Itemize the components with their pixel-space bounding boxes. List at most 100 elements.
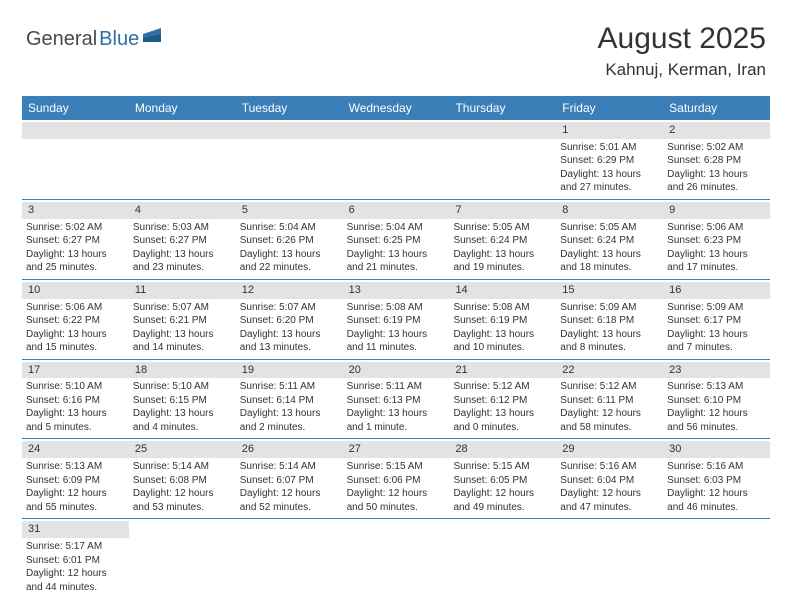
sunset-line: Sunset: 6:17 PM [667,314,766,328]
day-cell: 18Sunrise: 5:10 AMSunset: 6:15 PMDayligh… [129,360,236,439]
sunset-line: Sunset: 6:05 PM [453,474,552,488]
day-cell: 2Sunrise: 5:02 AMSunset: 6:28 PMDaylight… [663,120,770,199]
day-number: 29 [559,442,574,457]
day-number: 7 [452,203,461,218]
sunset-line: Sunset: 6:01 PM [26,554,125,568]
day-number: 3 [25,203,34,218]
day-number-bar: 23 [663,362,770,379]
sunrise-line: Sunrise: 5:03 AM [133,221,232,235]
dow-cell: Saturday [663,96,770,120]
day-number: 6 [346,203,355,218]
sunset-line: Sunset: 6:21 PM [133,314,232,328]
day-number-bar: 4 [129,202,236,219]
empty-cell [236,519,343,598]
logo-text-dark: General [26,28,97,51]
empty-cell [663,519,770,598]
day-number-bar: 26 [236,441,343,458]
daylight-line: Daylight: 13 hours and 11 minutes. [347,328,446,355]
day-number-bar: 5 [236,202,343,219]
day-number-bar: 29 [556,441,663,458]
day-number-bar: 9 [663,202,770,219]
day-cell: 7Sunrise: 5:05 AMSunset: 6:24 PMDaylight… [449,200,556,279]
day-number-bar: 25 [129,441,236,458]
day-number-bar: 24 [22,441,129,458]
week-row: 31Sunrise: 5:17 AMSunset: 6:01 PMDayligh… [22,519,770,598]
daylight-line: Daylight: 13 hours and 17 minutes. [667,248,766,275]
sunrise-line: Sunrise: 5:05 AM [453,221,552,235]
day-cell: 13Sunrise: 5:08 AMSunset: 6:19 PMDayligh… [343,280,450,359]
day-number: 13 [346,283,361,298]
day-number-bar: 2 [663,122,770,139]
sunset-line: Sunset: 6:14 PM [240,394,339,408]
day-cell: 6Sunrise: 5:04 AMSunset: 6:25 PMDaylight… [343,200,450,279]
day-cell: 22Sunrise: 5:12 AMSunset: 6:11 PMDayligh… [556,360,663,439]
sunrise-line: Sunrise: 5:12 AM [560,380,659,394]
daylight-line: Daylight: 12 hours and 52 minutes. [240,487,339,514]
sunrise-line: Sunrise: 5:06 AM [667,221,766,235]
day-number: 28 [452,442,467,457]
day-number-bar: 16 [663,282,770,299]
month-title: August 2025 [598,22,766,56]
empty-cell [129,519,236,598]
day-number: 10 [25,283,40,298]
sunset-line: Sunset: 6:29 PM [560,154,659,168]
daylight-line: Daylight: 12 hours and 49 minutes. [453,487,552,514]
day-cell: 27Sunrise: 5:15 AMSunset: 6:06 PMDayligh… [343,439,450,518]
day-number: 11 [132,283,146,298]
sunset-line: Sunset: 6:27 PM [133,234,232,248]
daylight-line: Daylight: 13 hours and 10 minutes. [453,328,552,355]
sunset-line: Sunset: 6:11 PM [560,394,659,408]
sunrise-line: Sunrise: 5:07 AM [240,301,339,315]
weeks-container: 1Sunrise: 5:01 AMSunset: 6:29 PMDaylight… [22,120,770,598]
day-number-bar: 20 [343,362,450,379]
day-number-bar: 14 [449,282,556,299]
empty-cell [343,120,450,199]
day-number: 22 [559,363,574,378]
sunrise-line: Sunrise: 5:09 AM [667,301,766,315]
day-number: 9 [666,203,675,218]
header: General Blue August 2025 Kahnuj, Kerman,… [0,0,792,90]
daylight-line: Daylight: 13 hours and 23 minutes. [133,248,232,275]
sunset-line: Sunset: 6:24 PM [560,234,659,248]
sunset-line: Sunset: 6:19 PM [453,314,552,328]
daylight-line: Daylight: 12 hours and 47 minutes. [560,487,659,514]
sunset-line: Sunset: 6:06 PM [347,474,446,488]
week-row: 24Sunrise: 5:13 AMSunset: 6:09 PMDayligh… [22,439,770,519]
day-number-bar [449,122,556,139]
sunrise-line: Sunrise: 5:11 AM [347,380,446,394]
daylight-line: Daylight: 13 hours and 1 minute. [347,407,446,434]
day-number: 24 [25,442,40,457]
day-cell: 24Sunrise: 5:13 AMSunset: 6:09 PMDayligh… [22,439,129,518]
day-number: 4 [132,203,141,218]
sunrise-line: Sunrise: 5:08 AM [453,301,552,315]
sunrise-line: Sunrise: 5:05 AM [560,221,659,235]
sunset-line: Sunset: 6:15 PM [133,394,232,408]
day-number-bar: 17 [22,362,129,379]
day-number-bar: 27 [343,441,450,458]
day-number-bar: 18 [129,362,236,379]
dow-cell: Friday [556,96,663,120]
daylight-line: Daylight: 12 hours and 44 minutes. [26,567,125,594]
daylight-line: Daylight: 13 hours and 15 minutes. [26,328,125,355]
day-number-bar: 22 [556,362,663,379]
day-number: 23 [666,363,681,378]
day-number: 21 [452,363,467,378]
day-number-bar [129,122,236,139]
sunset-line: Sunset: 6:27 PM [26,234,125,248]
daylight-line: Daylight: 13 hours and 0 minutes. [453,407,552,434]
day-cell: 15Sunrise: 5:09 AMSunset: 6:18 PMDayligh… [556,280,663,359]
day-cell: 23Sunrise: 5:13 AMSunset: 6:10 PMDayligh… [663,360,770,439]
daylight-line: Daylight: 12 hours and 50 minutes. [347,487,446,514]
empty-cell [449,120,556,199]
day-number-bar: 1 [556,122,663,139]
day-number: 31 [25,522,40,537]
day-cell: 26Sunrise: 5:14 AMSunset: 6:07 PMDayligh… [236,439,343,518]
daylight-line: Daylight: 12 hours and 46 minutes. [667,487,766,514]
sunrise-line: Sunrise: 5:04 AM [240,221,339,235]
sunrise-line: Sunrise: 5:13 AM [667,380,766,394]
day-number: 14 [452,283,467,298]
sunrise-line: Sunrise: 5:06 AM [26,301,125,315]
day-cell: 21Sunrise: 5:12 AMSunset: 6:12 PMDayligh… [449,360,556,439]
sunrise-line: Sunrise: 5:08 AM [347,301,446,315]
empty-cell [556,519,663,598]
